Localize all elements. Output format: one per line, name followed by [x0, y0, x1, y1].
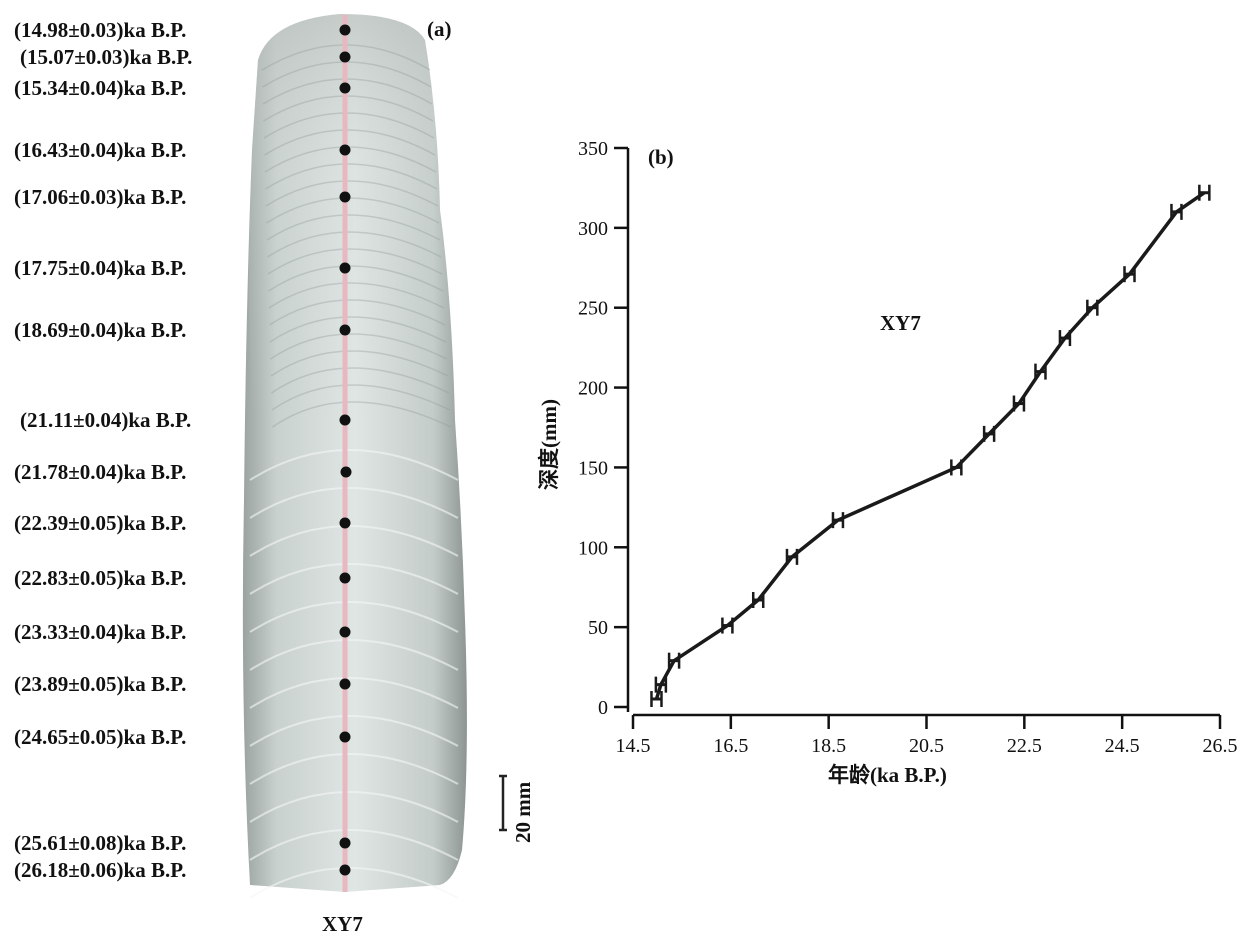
sample-point	[340, 466, 352, 478]
y-tick-label: 100	[578, 537, 608, 559]
date-label: (23.33±0.04)ka B.P.	[14, 620, 186, 644]
x-tick-label: 14.5	[616, 735, 651, 757]
data-point-errorbar	[1198, 184, 1211, 201]
data-point-errorbar	[1170, 203, 1183, 220]
date-label: (15.34±0.04)ka B.P.	[14, 76, 186, 100]
date-label: (26.18±0.06)ka B.P.	[14, 858, 186, 882]
date-label: (24.65±0.05)ka B.P.	[14, 725, 186, 749]
y-tick-label: 250	[578, 298, 608, 320]
y-tick-label: 50	[588, 617, 608, 639]
y-tick-label: 350	[578, 138, 608, 160]
x-axis-label: 年龄(ka B.P.)	[828, 763, 947, 787]
data-point-errorbar	[654, 676, 668, 693]
date-label: (18.69±0.04)ka B.P.	[14, 318, 186, 342]
series-line	[654, 191, 1206, 700]
sample-point	[339, 324, 351, 336]
date-label: (14.98±0.03)ka B.P.	[14, 18, 186, 42]
sample-point	[339, 144, 351, 156]
sample-name: XY7	[322, 912, 363, 936]
x-tick-label: 22.5	[1007, 735, 1042, 757]
sample-point	[339, 837, 351, 849]
sample-point	[339, 82, 351, 94]
date-label: (16.43±0.04)ka B.P.	[14, 138, 186, 162]
data-point-errorbar	[751, 591, 765, 608]
date-label: (21.11±0.04)ka B.P.	[20, 408, 191, 432]
data-point-errorbar	[831, 512, 845, 529]
sample-point	[339, 626, 351, 638]
sample-point	[339, 864, 351, 876]
age-depth-chart: 0 50 100 150 200 250 300 350 14.5 16.5 18.5 20.5 22.…	[537, 138, 1238, 787]
date-label: (22.83±0.05)ka B.P.	[14, 566, 186, 590]
date-label: (15.07±0.03)ka B.P.	[20, 45, 192, 69]
chart-annotation: XY7	[880, 311, 921, 335]
stalagmite-photo: (a) XY7 20 mm (14.98±0.03)ka B.P. (15.07±…	[14, 14, 535, 936]
data-point-errorbar	[650, 691, 663, 708]
data-point-errorbar	[1034, 363, 1047, 380]
sample-point	[339, 678, 351, 690]
sample-point	[339, 572, 351, 584]
date-label: (23.89±0.05)ka B.P.	[14, 672, 186, 696]
x-tick-label: 26.5	[1203, 735, 1238, 757]
data-point-errorbar	[785, 548, 799, 565]
y-axis-label: 深度(mm)	[537, 399, 561, 490]
sample-point	[339, 414, 351, 426]
sample-point	[339, 731, 351, 743]
y-tick-label: 150	[578, 457, 608, 479]
sample-point	[339, 24, 351, 36]
x-tick-label: 20.5	[909, 735, 944, 757]
date-label: (17.75±0.04)ka B.P.	[14, 256, 186, 280]
data-point-errorbar	[950, 459, 963, 476]
data-point-errorbar	[982, 425, 996, 442]
panel-b-label: (b)	[648, 145, 674, 169]
scale-bar-label: 20 mm	[511, 781, 535, 843]
data-point-errorbar	[1058, 330, 1072, 347]
data-point-errorbar	[1012, 395, 1026, 412]
y-tick-label: 0	[598, 697, 608, 719]
sample-point	[339, 517, 351, 529]
sample-point	[339, 262, 351, 274]
growth-layers	[249, 14, 455, 420]
x-tick-label: 18.5	[811, 735, 846, 757]
data-point-errorbar	[1086, 299, 1099, 316]
date-label: (22.39±0.05)ka B.P.	[14, 511, 186, 535]
x-tick-label: 16.5	[713, 735, 748, 757]
y-tick-label: 300	[578, 218, 608, 240]
y-tick-label: 200	[578, 378, 608, 400]
data-point-errorbar	[721, 617, 734, 634]
panel-a-label: (a)	[427, 17, 452, 41]
scale-bar: 20 mm	[499, 774, 535, 843]
date-label: (21.78±0.04)ka B.P.	[14, 460, 186, 484]
data-point-errorbar	[667, 652, 681, 669]
sample-point	[339, 51, 351, 63]
x-tick-label: 24.5	[1105, 735, 1140, 757]
date-label: (25.61±0.08)ka B.P.	[14, 831, 186, 855]
sample-point	[339, 191, 351, 203]
date-label: (17.06±0.03)ka B.P.	[14, 185, 186, 209]
data-point-errorbar	[1123, 266, 1136, 283]
